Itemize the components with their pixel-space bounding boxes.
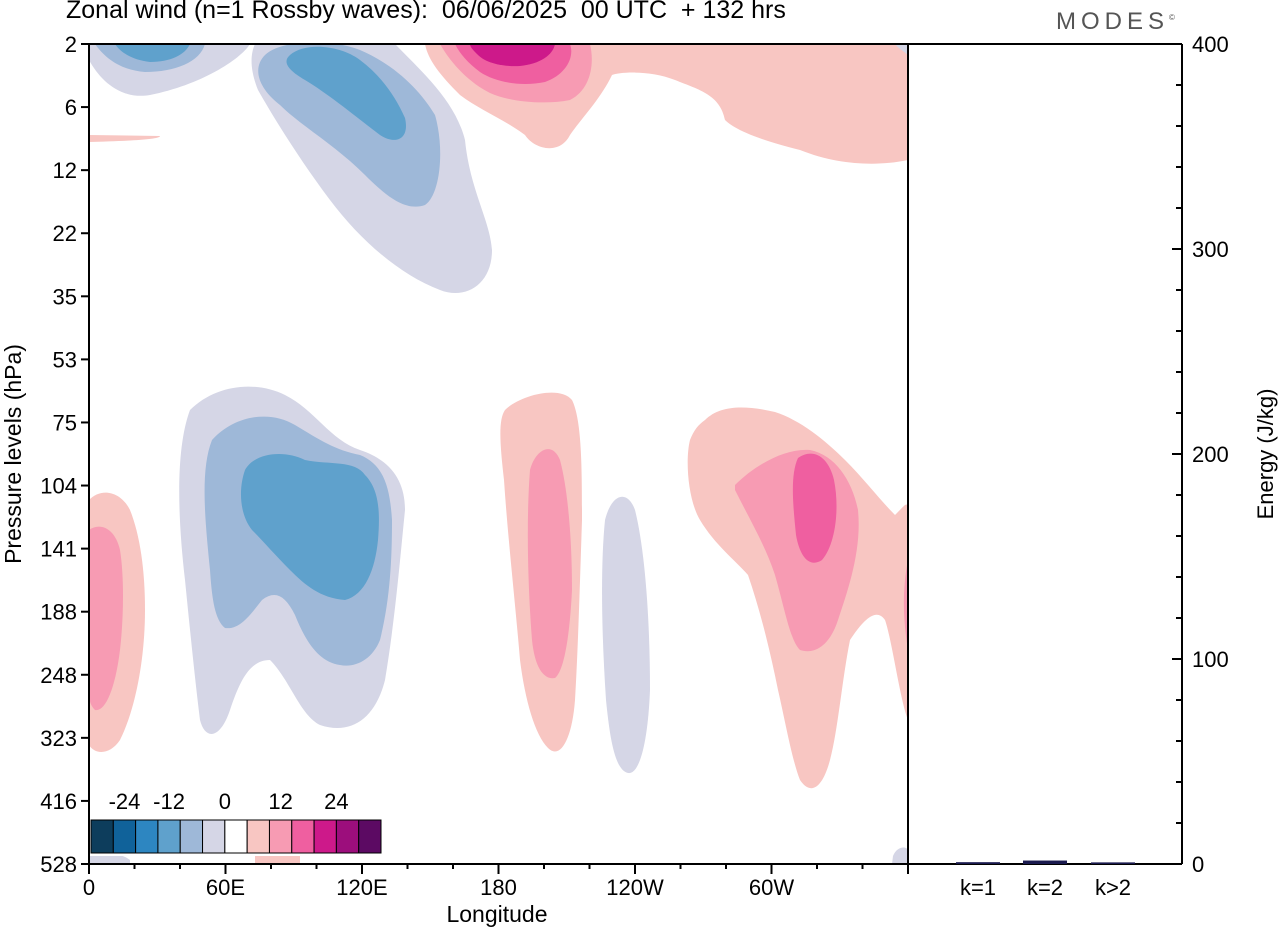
colorbar-tick-label: -24 <box>109 789 141 814</box>
energy-category-label: k=1 <box>960 875 996 900</box>
y-tick-label: 528 <box>40 852 77 877</box>
contour-neg-mid-15 <box>240 454 379 600</box>
contour-pos-sliver <box>89 135 160 142</box>
y-axis-ticks: 2 6 12 22 35 53 75 104 141 188 248 323 416 528 <box>40 32 89 877</box>
contour-neg-top-right <box>895 44 908 55</box>
energy-bars: k=1 k=2 k>2 <box>956 860 1135 900</box>
energy-axis-ticks: 0 100 200 300 400 <box>1172 32 1229 877</box>
colorbar-tick-label: -12 <box>153 789 185 814</box>
colorbar-swatch <box>179 819 204 854</box>
energy-tick-label: 300 <box>1192 237 1229 262</box>
energy-axis-label: Energy (J/kg) <box>1253 389 1278 520</box>
colorbar-swatch <box>90 819 114 854</box>
energy-category-label: k>2 <box>1095 875 1131 900</box>
energy-tick-label: 200 <box>1192 442 1229 467</box>
contour-neg-top-left-15 <box>115 44 190 62</box>
y-axis-label: Pressure levels (hPa) <box>0 344 26 564</box>
contour-pos-left-10 <box>89 526 123 711</box>
colorbar-swatch <box>291 819 315 854</box>
contour-neg-diag-10 <box>258 44 441 207</box>
colorbar-tick-label: 24 <box>324 789 348 814</box>
y-tick-label: 188 <box>40 600 77 625</box>
x-tick-label: 120W <box>606 875 664 900</box>
colorbar-swatch <box>135 819 159 854</box>
contour-neg-bottom-right <box>892 847 908 864</box>
x-tick-label: 180 <box>480 875 517 900</box>
colorbar-swatch <box>112 819 137 854</box>
y-tick-label: 22 <box>53 221 77 246</box>
contour-pos-right-edge <box>903 560 908 650</box>
energy-tick-label: 0 <box>1192 852 1204 877</box>
x-axis-ticks: 0 60E 120E 180 120W 60W <box>83 864 909 900</box>
colorbar-tick-label: 0 <box>219 789 231 814</box>
energy-category-label: k=2 <box>1027 875 1063 900</box>
x-tick-label: 0 <box>83 875 95 900</box>
chart-title: Zonal wind (n=1 Rossby waves): 06/06/202… <box>66 0 786 24</box>
y-tick-label: 75 <box>53 410 77 435</box>
colorbar-swatch <box>202 819 226 854</box>
contour-neg-diag-15 <box>286 46 406 140</box>
contour-pos-col-10 <box>527 449 572 679</box>
contour-pos-right-15 <box>792 453 837 563</box>
energy-tick-label: 100 <box>1192 647 1229 672</box>
x-tick-label: 60E <box>206 875 245 900</box>
colorbar-swatch <box>335 819 360 854</box>
energy-tick-label: 400 <box>1192 32 1229 57</box>
modes-logo: MODES© <box>1056 8 1175 36</box>
energy-bar <box>1091 862 1135 864</box>
heatmap-field <box>89 44 908 864</box>
contour-neg-bottom-left <box>89 853 130 864</box>
contour-pos-top-20 <box>470 44 555 67</box>
logo-mark: © <box>1169 13 1175 22</box>
y-tick-label: 2 <box>65 32 77 57</box>
colorbar-swatch <box>313 819 337 854</box>
y-tick-label: 104 <box>40 474 77 499</box>
y-tick-label: 248 <box>40 663 77 688</box>
y-tick-label: 12 <box>53 158 77 183</box>
y-tick-label: 6 <box>65 95 77 120</box>
energy-bar <box>956 862 1000 864</box>
y-tick-label: 416 <box>40 789 77 814</box>
energy-bar <box>1023 860 1067 864</box>
colorbar-tick-label: 12 <box>268 789 292 814</box>
y-tick-label: 35 <box>53 284 77 309</box>
logo-text: MODES <box>1056 8 1170 35</box>
colorbar: -24 -12 0 12 24 <box>89 788 383 856</box>
colorbar-swatch <box>157 819 181 854</box>
y-tick-label: 141 <box>40 537 77 562</box>
x-tick-label: 120E <box>336 875 387 900</box>
contour-neg-col-5 <box>602 496 650 774</box>
colorbar-swatch <box>268 819 293 854</box>
x-tick-label: 60W <box>749 875 794 900</box>
y-tick-label: 323 <box>40 726 77 751</box>
colorbar-swatch <box>358 819 382 854</box>
colorbar-swatch <box>224 819 248 854</box>
colorbar-swatch <box>246 819 270 854</box>
y-tick-label: 53 <box>53 347 77 372</box>
x-axis-label: Longitude <box>446 901 547 927</box>
